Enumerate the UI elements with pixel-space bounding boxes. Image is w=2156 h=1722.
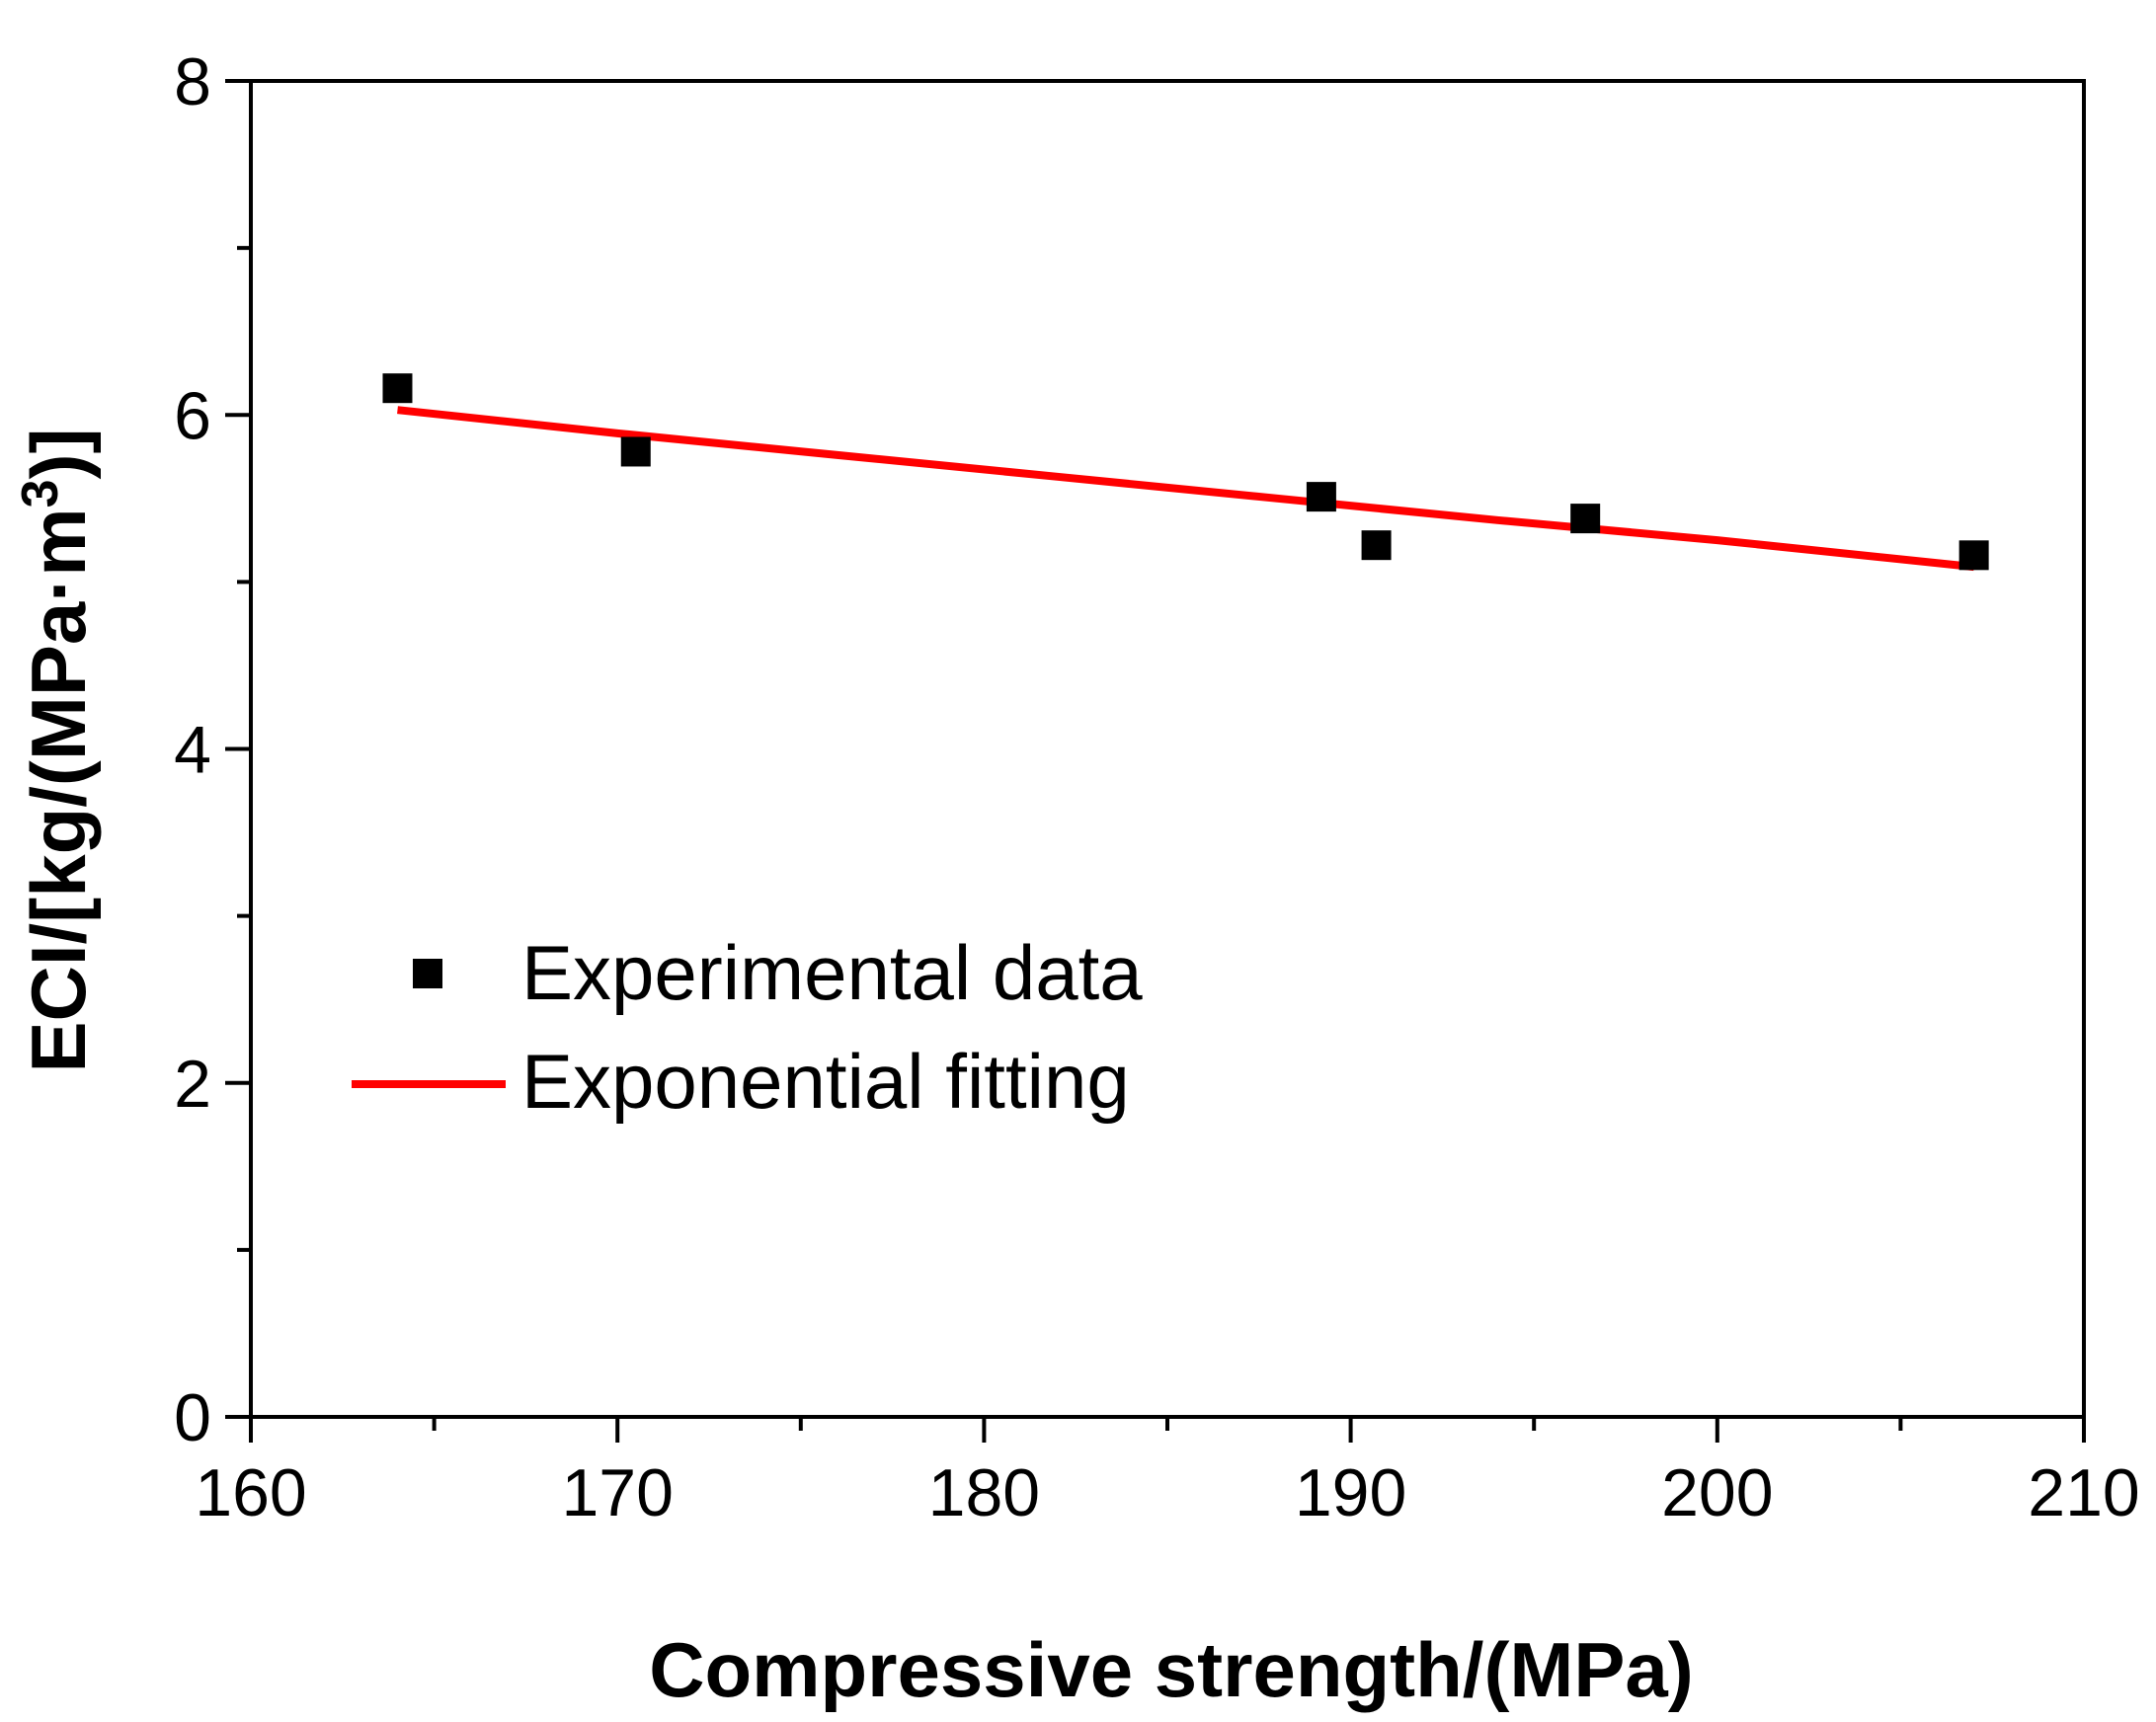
series-layer (382, 373, 1989, 572)
x-axis: 160 170 180 190 200 210 (195, 1417, 2140, 1530)
data-point (382, 373, 413, 404)
y-tick-label: 4 (174, 713, 211, 788)
y-axis-title-superscript: 3 (12, 479, 69, 508)
data-point (1306, 482, 1336, 512)
x-tick-label: 190 (1295, 1455, 1406, 1530)
y-tick-label: 2 (174, 1047, 211, 1122)
data-point (1958, 540, 1989, 571)
fit-line (397, 406, 1975, 572)
data-point (1570, 504, 1601, 534)
y-axis-title-end: )] (15, 429, 102, 480)
x-tick-label: 180 (928, 1455, 1040, 1530)
y-axis-title: ECI/[kg/(MPa·m3)] (12, 429, 102, 1073)
x-tick-label: 210 (2028, 1455, 2139, 1530)
legend-label-fitting: Exponential fitting (521, 1038, 1130, 1125)
y-axis-title-main: ECI/[kg/(MPa·m (15, 508, 102, 1072)
x-tick-label: 170 (561, 1455, 673, 1530)
y-tick-label: 8 (174, 44, 211, 119)
plot-frame (249, 79, 2086, 1419)
x-axis-title: Compressive strength/(MPa) (649, 1626, 1694, 1713)
y-tick-label: 6 (174, 378, 211, 453)
x-tick-label: 160 (195, 1455, 306, 1530)
data-point (620, 436, 651, 467)
legend: Experimental data Exponential fitting (352, 929, 1143, 1125)
y-axis: 0 2 4 6 8 (174, 44, 251, 1455)
data-point (1361, 530, 1392, 561)
y-tick-label: 0 (174, 1380, 211, 1455)
legend-label-experimental: Experimental data (521, 929, 1143, 1016)
legend-marker-experimental (413, 959, 442, 988)
x-tick-label: 200 (1661, 1455, 1773, 1530)
